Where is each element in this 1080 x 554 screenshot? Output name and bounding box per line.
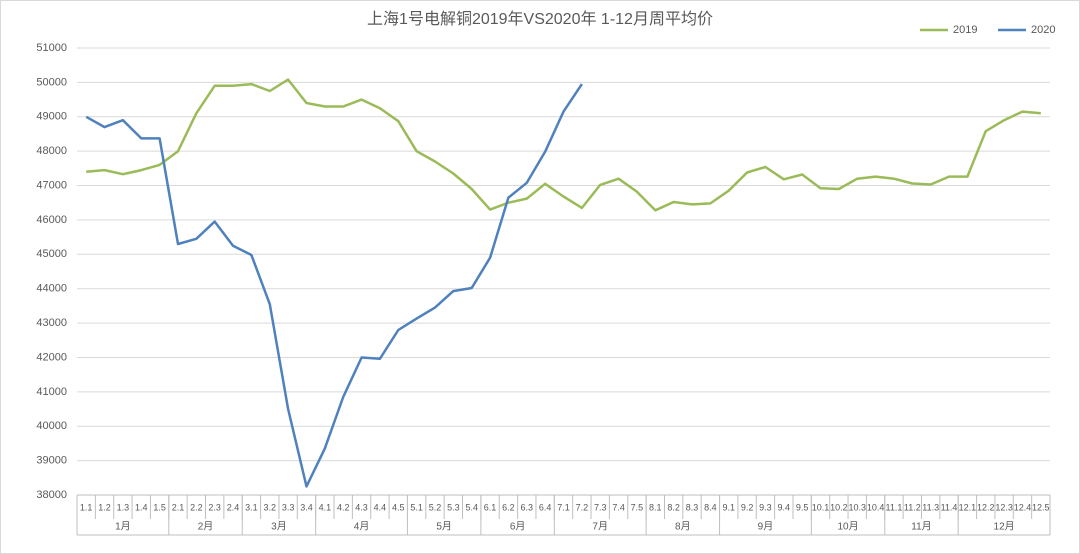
x-tick-label: 12.4 xyxy=(1014,502,1032,512)
y-tick-label: 51000 xyxy=(36,42,67,54)
x-tick-label: 3.2 xyxy=(264,502,277,512)
x-tick-label: 7.3 xyxy=(594,502,607,512)
x-tick-label: 8.3 xyxy=(686,502,699,512)
y-tick-label: 50000 xyxy=(36,76,67,88)
x-tick-label: 11.2 xyxy=(904,502,921,512)
y-tick-label: 46000 xyxy=(36,214,67,226)
x-tick-label: 4.1 xyxy=(319,502,332,512)
x-tick-label: 2.3 xyxy=(208,502,221,512)
x-tick-label: 4.5 xyxy=(392,502,405,512)
y-tick-label: 39000 xyxy=(36,455,67,467)
x-tick-label: 7.5 xyxy=(631,502,644,512)
group-label: 5月 xyxy=(436,521,452,533)
y-tick-label: 49000 xyxy=(36,111,67,123)
y-tick-label: 40000 xyxy=(36,420,67,432)
y-tick-label: 43000 xyxy=(36,317,67,329)
x-tick-label: 10.2 xyxy=(830,502,848,512)
x-tick-label: 3.4 xyxy=(300,502,313,512)
x-tick-label: 4.3 xyxy=(355,502,368,512)
x-tick-label: 10.4 xyxy=(867,502,885,512)
x-tick-label: 11.4 xyxy=(941,502,958,512)
group-label: 8月 xyxy=(675,521,691,533)
x-tick-label: 12.3 xyxy=(995,502,1013,512)
x-tick-label: 9.3 xyxy=(759,502,772,512)
x-tick-label: 12.2 xyxy=(977,502,995,512)
series-line xyxy=(86,78,1041,212)
x-tick-label: 9.1 xyxy=(722,502,735,512)
x-tick-label: 10.3 xyxy=(848,502,866,512)
x-tick-label: 2.2 xyxy=(190,502,203,512)
x-tick-label: 9.4 xyxy=(778,502,791,512)
x-tick-label: 1.2 xyxy=(98,502,111,512)
group-label: 4月 xyxy=(354,521,370,533)
y-tick-label: 44000 xyxy=(36,283,67,295)
group-label: 3月 xyxy=(271,521,287,533)
y-tick-label: 48000 xyxy=(36,145,67,157)
x-tick-label: 8.2 xyxy=(667,502,680,512)
y-tick-label: 45000 xyxy=(36,248,67,260)
x-tick-label: 4.2 xyxy=(337,502,350,512)
series-line xyxy=(85,83,583,488)
x-tick-label: 1.4 xyxy=(135,502,148,512)
group-label: 2月 xyxy=(198,521,214,533)
x-tick-label: 3.1 xyxy=(245,502,258,512)
x-tick-label: 1.1 xyxy=(80,502,93,512)
legend-label: 2020 xyxy=(1031,24,1055,36)
y-tick-label: 38000 xyxy=(36,489,67,501)
chart-title: 上海1号电解铜2019年VS2020年 1-12月周平均价 xyxy=(367,10,713,28)
x-tick-label: 9.2 xyxy=(741,502,754,512)
y-tick-label: 47000 xyxy=(36,179,67,191)
x-tick-label: 9.5 xyxy=(796,502,809,512)
x-tick-label: 4.4 xyxy=(374,502,387,512)
y-tick-label: 41000 xyxy=(36,386,67,398)
x-tick-label: 8.4 xyxy=(704,502,717,512)
x-tick-label: 6.3 xyxy=(521,502,534,512)
group-label: 10月 xyxy=(837,521,858,533)
x-tick-label: 1.5 xyxy=(153,502,166,512)
x-tick-label: 5.1 xyxy=(410,502,423,512)
x-tick-label: 6.2 xyxy=(502,502,515,512)
x-tick-label: 3.3 xyxy=(282,502,295,512)
x-tick-label: 5.2 xyxy=(429,502,442,512)
group-label: 7月 xyxy=(592,521,608,533)
x-tick-label: 5.4 xyxy=(465,502,478,512)
group-label: 9月 xyxy=(758,521,774,533)
group-label: 1月 xyxy=(115,521,131,533)
x-tick-label: 12.1 xyxy=(959,502,977,512)
x-tick-label: 10.1 xyxy=(812,502,830,512)
group-label: 11月 xyxy=(911,521,931,533)
x-tick-label: 6.1 xyxy=(484,502,497,512)
x-tick-label: 11.3 xyxy=(922,502,939,512)
x-tick-label: 7.2 xyxy=(576,502,589,512)
x-tick-label: 1.3 xyxy=(117,502,130,512)
x-tick-label: 2.4 xyxy=(227,502,240,512)
x-tick-label: 8.1 xyxy=(649,502,662,512)
x-tick-label: 5.3 xyxy=(447,502,460,512)
x-tick-label: 11.1 xyxy=(886,502,903,512)
group-label: 12月 xyxy=(994,521,1015,533)
x-tick-label: 6.4 xyxy=(539,502,552,512)
x-tick-label: 7.1 xyxy=(557,502,570,512)
y-tick-label: 42000 xyxy=(36,351,67,363)
x-tick-label: 2.1 xyxy=(172,502,185,512)
group-label: 6月 xyxy=(510,521,526,533)
legend-label: 2019 xyxy=(953,24,977,36)
x-tick-label: 12.5 xyxy=(1032,502,1050,512)
x-tick-label: 7.4 xyxy=(612,502,625,512)
